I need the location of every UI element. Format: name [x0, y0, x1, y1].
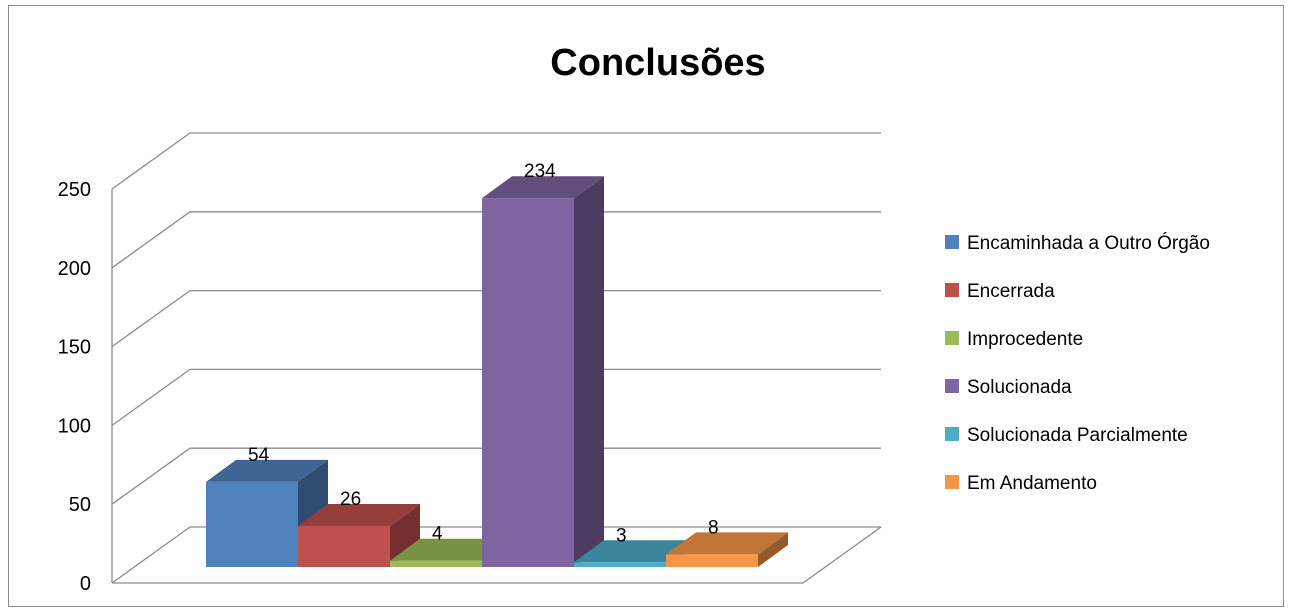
bar-group	[298, 504, 420, 567]
bar-top	[482, 176, 604, 199]
bar	[390, 560, 482, 567]
legend-swatch	[945, 427, 959, 441]
y-tick-label: 100	[58, 415, 91, 437]
bar-group	[482, 176, 604, 567]
side-wall-line	[111, 132, 191, 190]
bar-top	[390, 538, 512, 561]
legend-label: Improcedente	[967, 329, 1083, 350]
bar	[206, 481, 298, 567]
bar-group	[206, 459, 328, 567]
chart-title: Conclusões	[550, 42, 765, 84]
legend-swatch	[945, 283, 959, 297]
data-label: 3	[616, 525, 627, 546]
data-label: 8	[708, 517, 719, 538]
legend-label: Encaminhada a Outro Órgão	[967, 232, 1210, 254]
floor-right-edge	[802, 526, 882, 584]
data-label: 54	[248, 445, 270, 466]
side-wall-line	[111, 526, 191, 584]
side-wall-line	[111, 290, 191, 348]
y-tick-label: 200	[58, 258, 91, 280]
data-label: 26	[340, 489, 361, 510]
data-label: 234	[524, 161, 556, 182]
legend: Encaminhada a Outro Órgão Encerrada Improc…	[945, 232, 1210, 494]
chart-canvas: Conclusões 0 50 100 150 200 250 54 26 4 234 3 8 Enc…	[58, 42, 1210, 595]
bar-side	[574, 176, 604, 567]
bar-side	[390, 504, 420, 567]
bar	[574, 562, 666, 567]
plot-area: 0 50 100 150 200 250 54 26 4 234 3 8	[58, 132, 882, 595]
legend-label: Em Andamento	[967, 473, 1097, 494]
legend-swatch	[945, 235, 959, 249]
bar-group	[666, 532, 788, 567]
side-wall-line	[111, 211, 191, 269]
bar-top	[206, 459, 328, 482]
bar	[666, 554, 758, 567]
legend-swatch	[945, 379, 959, 393]
y-tick-label: 150	[58, 337, 91, 359]
y-tick-label: 250	[58, 179, 91, 201]
legend-swatch	[945, 331, 959, 345]
bar-top	[298, 504, 420, 527]
side-wall-line	[111, 368, 191, 426]
bar-top	[666, 532, 788, 555]
legend-label: Encerrada	[967, 281, 1055, 302]
bar-top	[574, 540, 696, 563]
data-label: 4	[432, 524, 443, 545]
bar	[298, 526, 390, 567]
side-wall-line	[111, 447, 191, 505]
legend-label: Solucionada	[967, 377, 1072, 398]
chart-frame: Conclusões 0 50 100 150 200 250 54 26 4 234 3 8 Enc…	[8, 5, 1284, 607]
bar-side	[758, 532, 788, 567]
legend-swatch	[945, 475, 959, 489]
y-tick-label: 50	[69, 494, 91, 516]
bar	[482, 198, 574, 567]
y-tick-label: 0	[80, 573, 91, 595]
legend-label: Solucionada Parcialmente	[967, 425, 1188, 446]
